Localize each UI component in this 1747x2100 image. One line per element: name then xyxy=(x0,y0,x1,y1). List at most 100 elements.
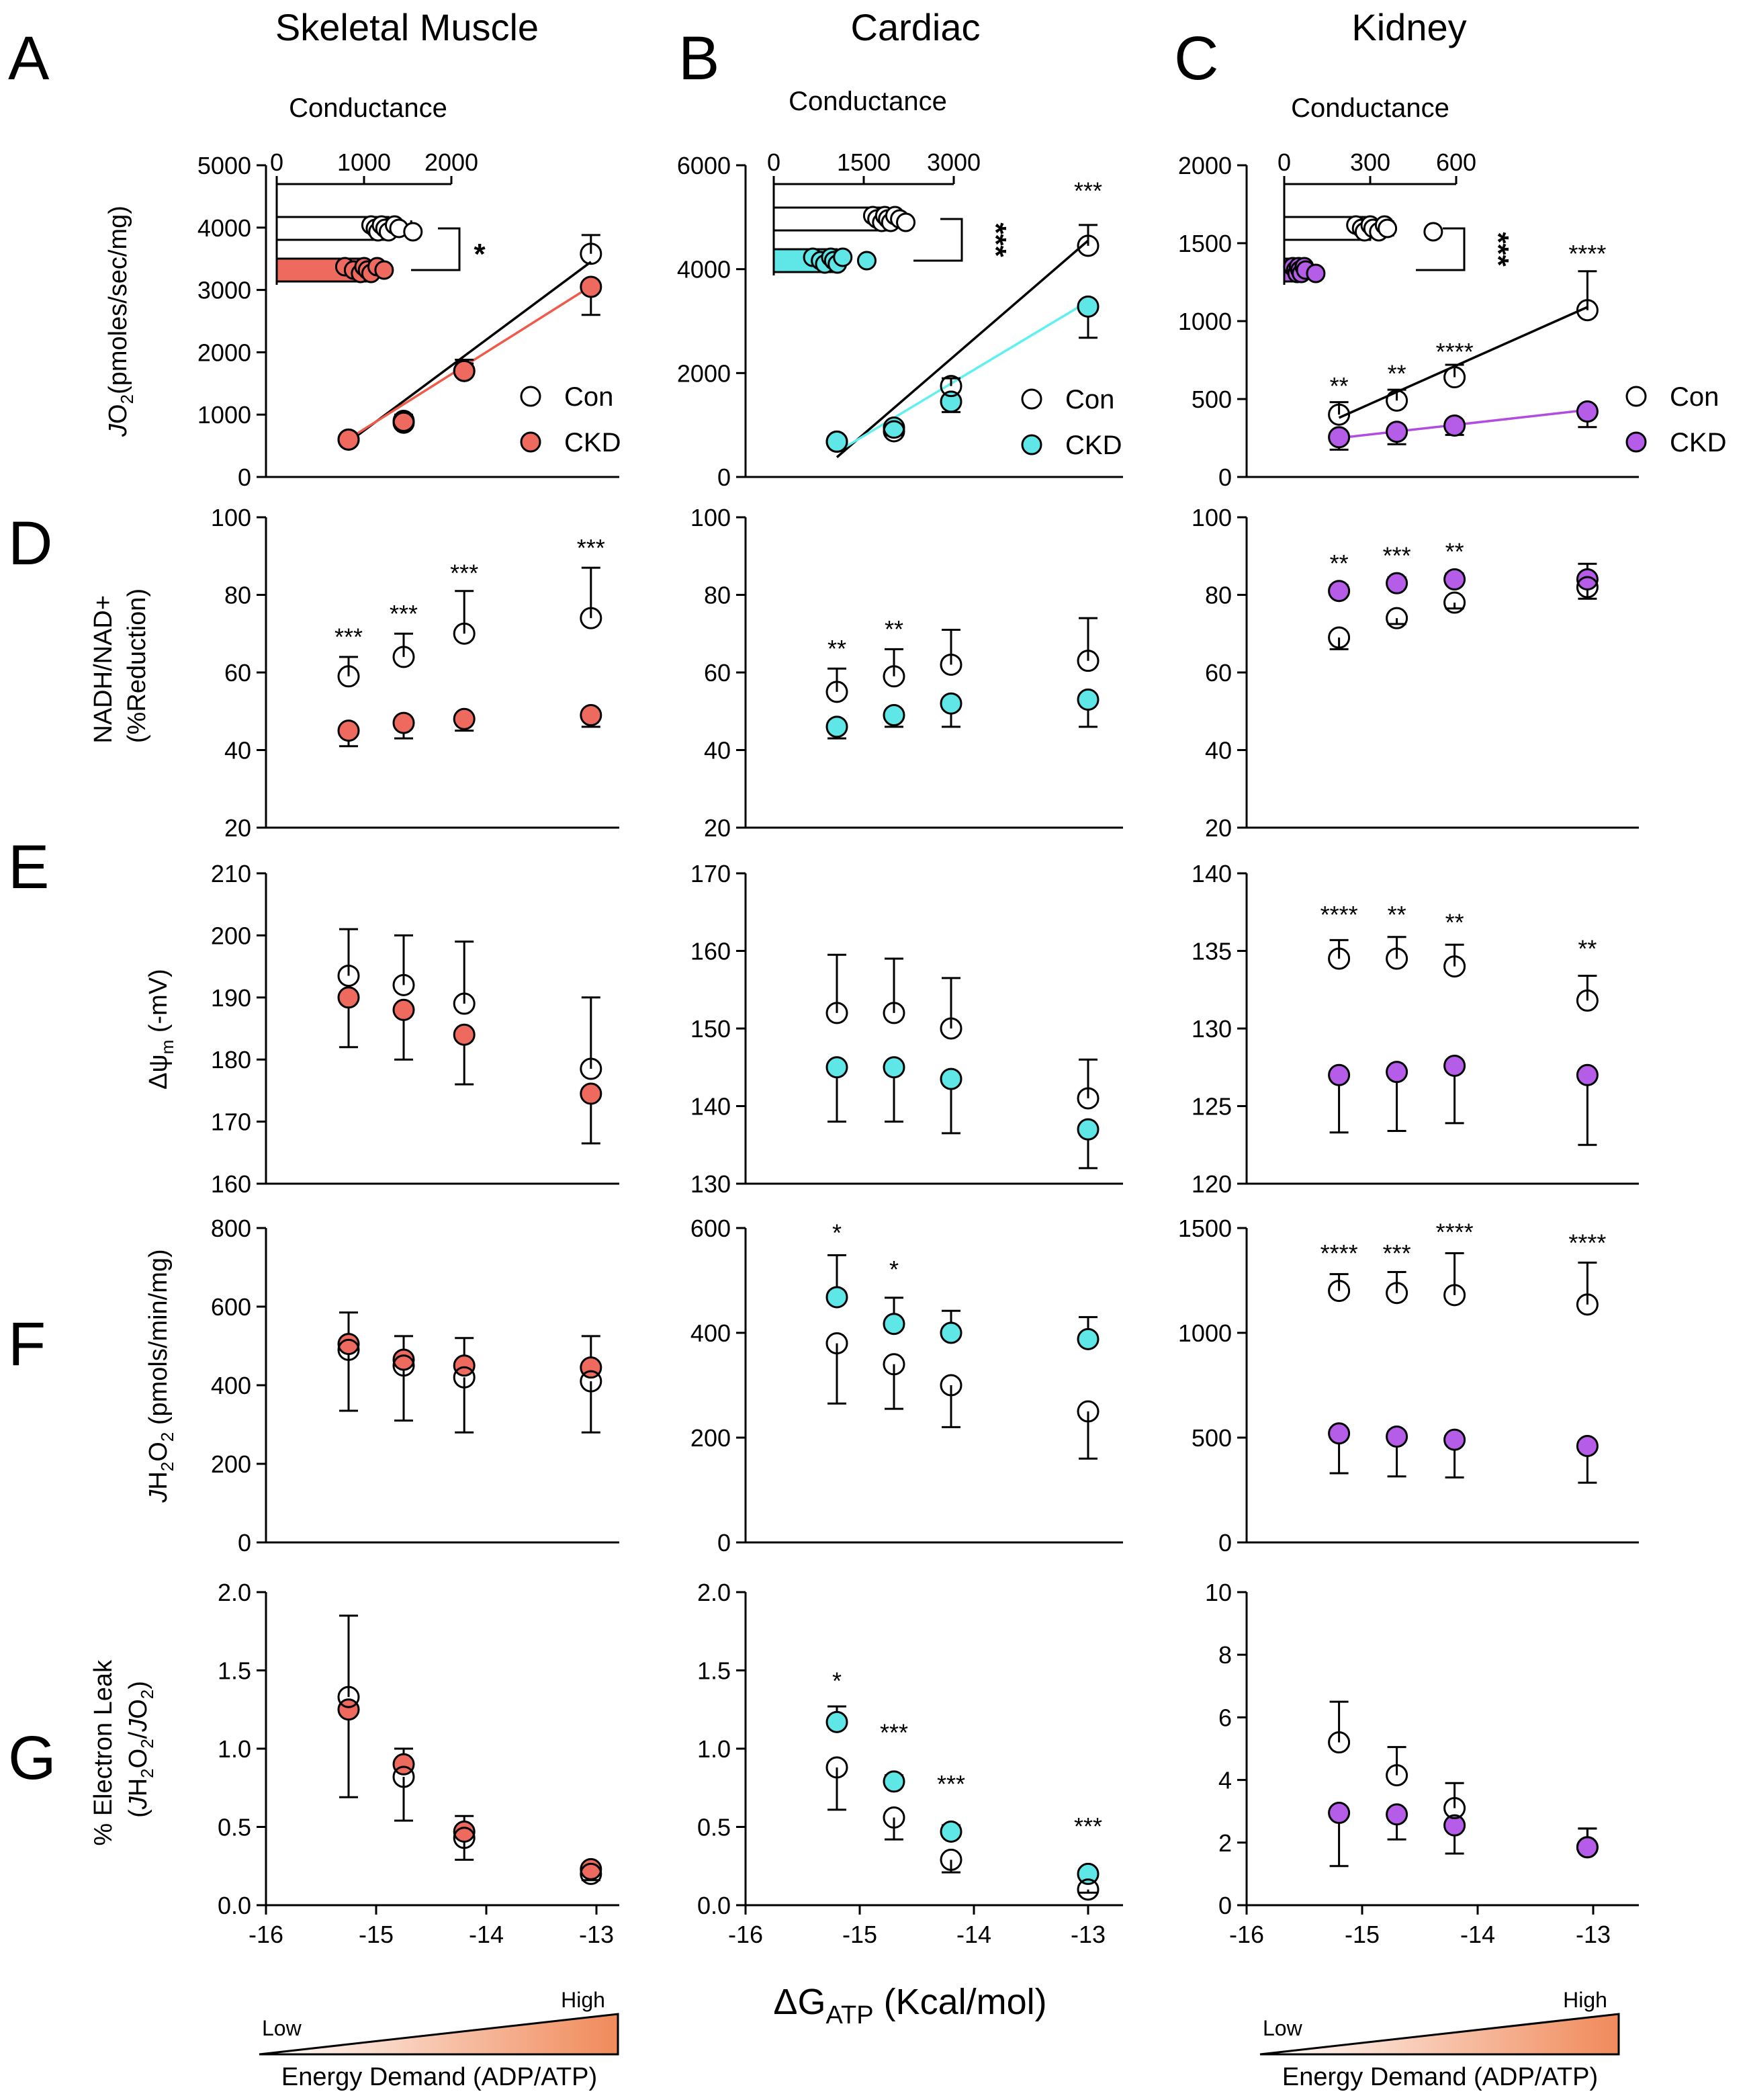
y-tick-label: 20 xyxy=(1205,814,1232,842)
significance-label: *** xyxy=(577,534,605,562)
energy-demand-high: High xyxy=(561,1988,605,2012)
con-point xyxy=(1386,389,1408,412)
y-tick-label: 0.0 xyxy=(218,1892,251,1919)
con-point xyxy=(1386,947,1408,970)
significance-label: *** xyxy=(1383,541,1411,569)
con-point xyxy=(1077,234,1100,257)
inset-x-tick-label: 3000 xyxy=(927,148,981,176)
significance-label: *** xyxy=(1383,1239,1411,1267)
ckd-point xyxy=(1443,1814,1466,1837)
panel-letter-e: E xyxy=(8,833,49,902)
con-point xyxy=(1328,947,1351,970)
con-point xyxy=(392,973,415,996)
y-tick-label: 160 xyxy=(690,938,731,965)
significance-label: **** xyxy=(1436,1219,1474,1246)
ckd-point xyxy=(392,998,415,1021)
con-point xyxy=(940,653,962,676)
ckd-point xyxy=(940,1820,962,1843)
y-tick-label: 40 xyxy=(224,737,251,764)
ckd-point xyxy=(337,1333,360,1356)
inset-x-tick-label: 600 xyxy=(1436,148,1476,176)
y-tick-label: 2 xyxy=(1218,1829,1232,1857)
conductance-title: Conductance xyxy=(1291,93,1449,123)
y-tick-label: 0.5 xyxy=(697,1814,731,1841)
ckd-point xyxy=(1077,1118,1100,1141)
con-point xyxy=(825,1002,848,1024)
inset-x-tick-label: 0 xyxy=(1278,148,1291,176)
panel-e1: 160 170 180 190 200 210 xyxy=(211,860,619,1198)
ckd-point xyxy=(1576,1434,1599,1457)
y-tick-label: 100 xyxy=(690,504,731,531)
con-point xyxy=(883,665,905,688)
legend-con-marker xyxy=(1021,388,1042,410)
panel-e2: 130 140 150 160 170 xyxy=(690,860,1123,1198)
ckd-point xyxy=(940,1067,962,1090)
y-tick-label: 20 xyxy=(224,814,251,842)
y-tick-label: 6000 xyxy=(677,152,731,179)
significance-label: *** xyxy=(1074,1812,1102,1840)
y-tick-label: 0 xyxy=(717,1529,731,1557)
y-tick-label: 4000 xyxy=(197,214,251,242)
x-tick-label: -13 xyxy=(1576,1921,1611,1948)
fit-line-con xyxy=(836,239,1089,458)
ckd-point xyxy=(1576,400,1599,423)
ylabel-dpsi: Δψm (-mV) xyxy=(144,969,177,1090)
con-point xyxy=(825,681,848,703)
ckd-point xyxy=(1386,1425,1408,1448)
y-tick-label: 4000 xyxy=(677,256,731,283)
ckd-point xyxy=(1328,426,1351,449)
significance-label: **** xyxy=(1320,1239,1358,1267)
ckd-point xyxy=(392,1348,415,1371)
conductance-title: Conductance xyxy=(289,93,447,123)
panel-g2: 0.00.51.01.52.0-16 -15 -14 -13********** xyxy=(697,1579,1123,1948)
y-tick-label: 1.5 xyxy=(697,1657,731,1685)
ckd-point xyxy=(1386,1803,1408,1826)
ckd-point xyxy=(453,1023,476,1046)
con-point xyxy=(580,1370,602,1393)
con-point xyxy=(392,1354,415,1377)
column-title-kidney: Kidney xyxy=(1351,6,1466,48)
x-tick-label: -14 xyxy=(469,1921,504,1948)
ckd-point xyxy=(1443,1054,1466,1077)
y-tick-label: 60 xyxy=(704,659,731,687)
inset-significance-label: * xyxy=(474,238,486,271)
con-point xyxy=(392,409,415,432)
y-tick-label: 80 xyxy=(704,582,731,609)
y-tick-label: 500 xyxy=(1192,386,1232,413)
con-point xyxy=(580,243,602,265)
ckd-point xyxy=(337,1698,360,1721)
y-tick-label: 2.0 xyxy=(697,1579,731,1606)
ckd-point xyxy=(940,1321,962,1344)
y-tick-label: 140 xyxy=(690,1093,731,1121)
y-tick-label: 200 xyxy=(211,922,251,949)
x-tick-label: -14 xyxy=(1460,1921,1495,1948)
con-point xyxy=(825,430,848,453)
fit-line-con xyxy=(1338,306,1588,419)
y-tick-label: 1000 xyxy=(1178,1319,1232,1347)
ckd-point xyxy=(940,692,962,715)
energy-demand-right: Low High Energy Demand (ADP/ATP) xyxy=(1259,1988,1620,2091)
x-tick-label: -13 xyxy=(1071,1921,1106,1948)
legend-ckd-marker xyxy=(1625,431,1647,453)
x-tick-label: -15 xyxy=(359,1921,394,1948)
shared-x-axis-label: ΔGATP (Kcal/mol) xyxy=(773,1982,1046,2029)
legend-ckd-label: CKD xyxy=(1670,428,1726,457)
panel-d2: 20 40 60 80 100 ** ** xyxy=(690,504,1123,842)
x-tick-label: -16 xyxy=(249,1921,283,1948)
con-point xyxy=(1386,1764,1408,1787)
inset-x-tick-label: 300 xyxy=(1350,148,1390,176)
con-point xyxy=(1328,1731,1351,1754)
y-tick-label: 160 xyxy=(211,1170,251,1198)
ckd-point xyxy=(337,719,360,742)
ckd-point xyxy=(1443,568,1466,590)
ylabel-nadh: NADH/NAD+ (%Reduction) xyxy=(89,588,151,743)
con-point xyxy=(1443,591,1466,614)
inset-ckd-point xyxy=(833,247,853,267)
ckd-point xyxy=(1328,1422,1351,1445)
con-point xyxy=(825,1332,848,1355)
con-point xyxy=(1443,955,1466,978)
significance-label: *** xyxy=(390,600,418,627)
con-point xyxy=(1077,1878,1100,1901)
